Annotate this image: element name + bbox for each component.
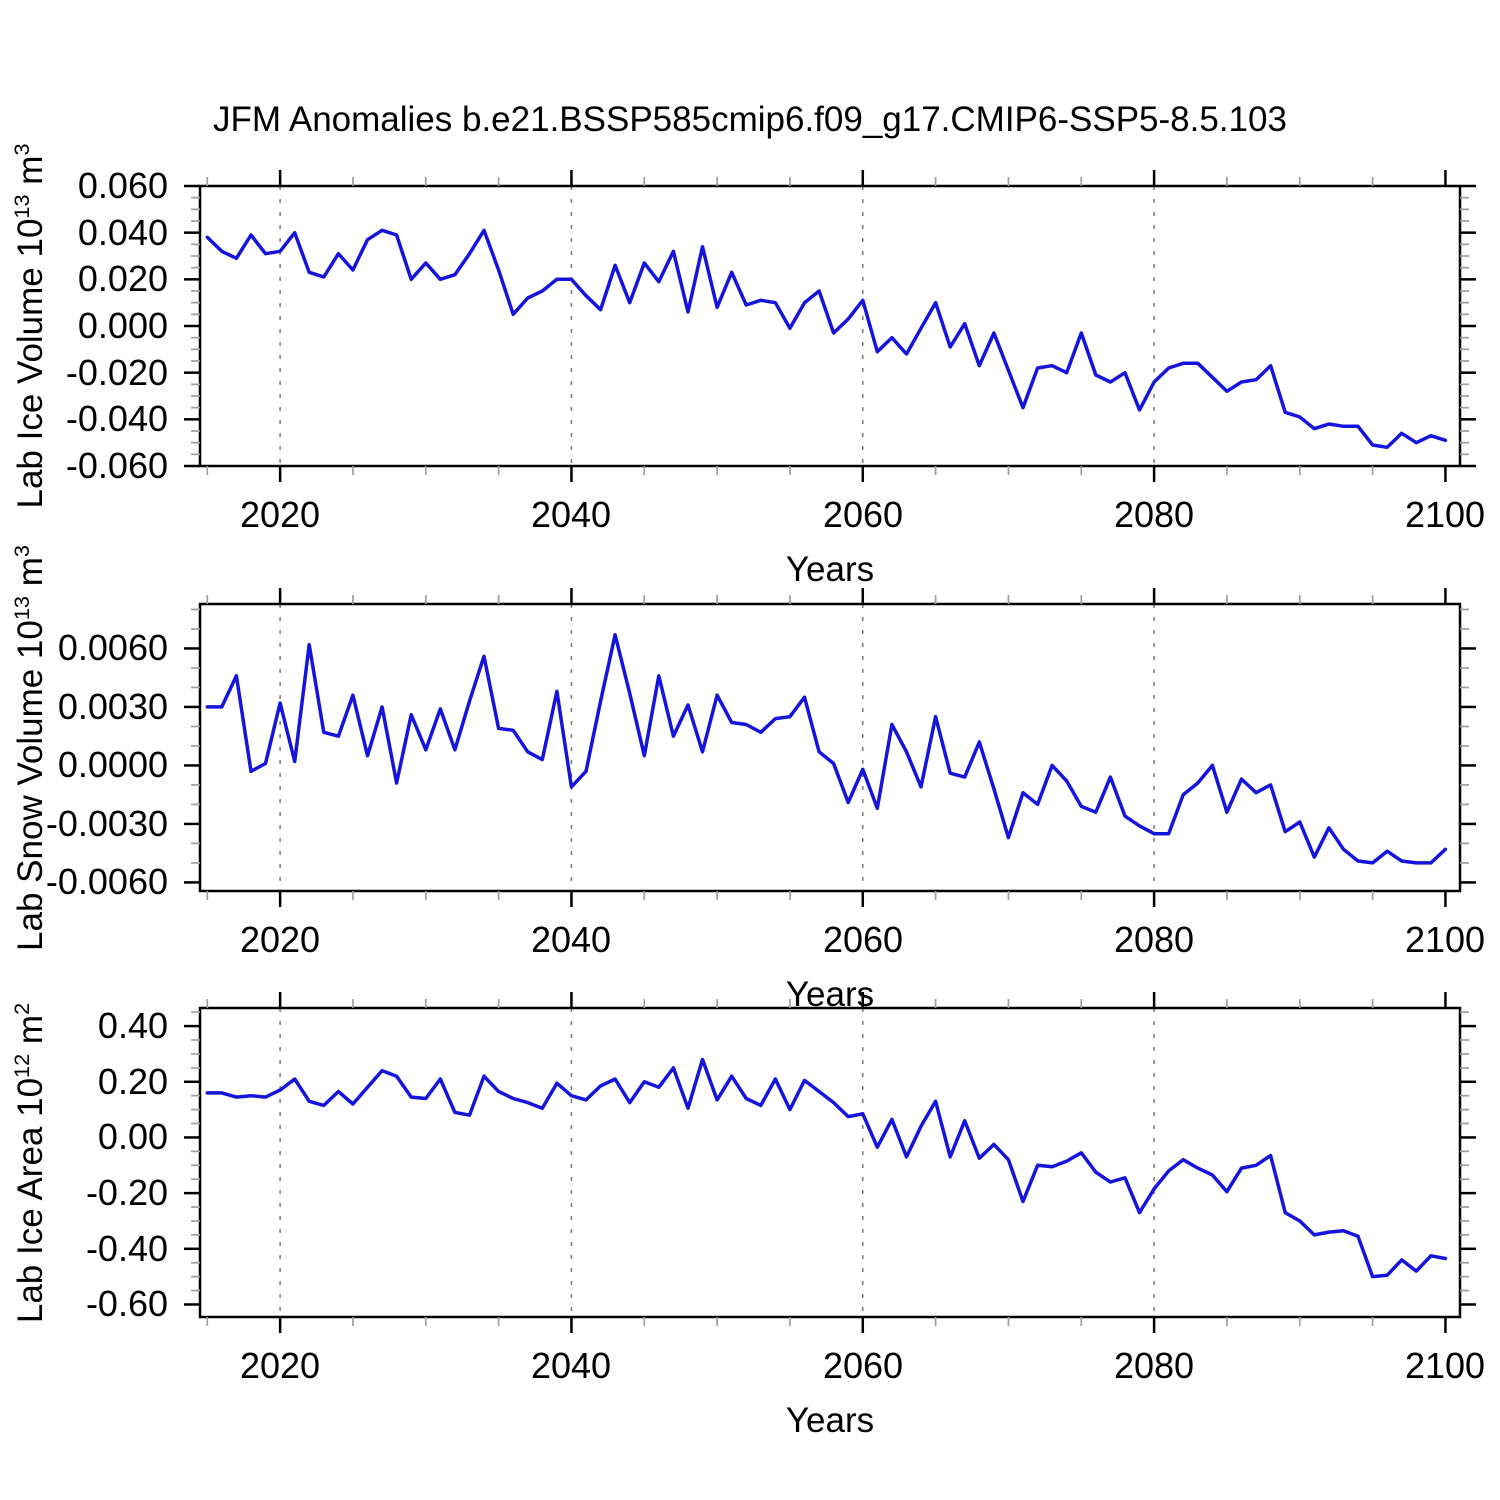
y-tick-label: 0.40 [97, 1005, 168, 1046]
y-axis-label-unit-exponent: 3 [9, 143, 35, 156]
x-tick-label: 2100 [1404, 919, 1486, 960]
x-tick-label: 2060 [822, 1345, 904, 1386]
x-tick-label: 2060 [822, 494, 904, 535]
x-tick-label: 2100 [1404, 1345, 1486, 1386]
y-tick-label: -0.0030 [45, 803, 168, 844]
y-tick-label: 0.00 [97, 1116, 168, 1157]
x-axis-label-panel3: Years [785, 1401, 875, 1440]
x-tick-label: 2040 [530, 494, 612, 535]
y-tick-label: 0.020 [77, 258, 168, 299]
y-tick-label: 0.0000 [57, 744, 168, 785]
y-tick-label: 0.040 [77, 212, 168, 253]
y-tick-label: -0.020 [65, 352, 168, 393]
x-tick-label: 2080 [1113, 494, 1195, 535]
y-tick-label: -0.60 [85, 1283, 168, 1324]
y-tick-label: -0.040 [65, 398, 168, 439]
x-tick-label: 2080 [1113, 919, 1195, 960]
y-tick-label: 0.000 [77, 305, 168, 346]
y-tick-label: -0.060 [65, 445, 168, 486]
data-line [205, 228, 1448, 450]
figure-title: JFM Anomalies b.e21.BSSP585cmip6.f09_g17… [213, 100, 1287, 139]
y-axis-label-text: Lab Snow Volume 10 [10, 620, 50, 951]
x-axis-label-panel1: Years [785, 550, 875, 589]
x-tick-label: 2040 [530, 1345, 612, 1386]
data-line [205, 1057, 1448, 1279]
panel-frame [198, 1006, 1462, 1319]
y-tick-label: 0.20 [97, 1061, 168, 1102]
y-tick-label: -0.0060 [45, 861, 168, 902]
x-tick-label: 2060 [822, 919, 904, 960]
y-axis-label-unit-exponent: 3 [9, 545, 35, 558]
x-tick-label: 2040 [530, 919, 612, 960]
y-tick-label: 0.060 [77, 165, 168, 206]
x-tick-label: 2020 [239, 1345, 321, 1386]
y-tick-label: 0.0030 [57, 686, 168, 727]
x-tick-label: 2100 [1404, 494, 1486, 535]
y-tick-label: 0.0060 [57, 627, 168, 668]
x-tick-label: 2080 [1113, 1345, 1195, 1386]
y-axis-label-unit: m [10, 557, 50, 597]
x-axis-label-panel2: Years [785, 975, 875, 1014]
y-tick-label: -0.20 [85, 1172, 168, 1213]
x-tick-label: 2020 [239, 919, 321, 960]
y-tick-label: -0.40 [85, 1228, 168, 1269]
x-tick-label: 2020 [239, 494, 321, 535]
panel-frame [198, 602, 1462, 893]
data-line [205, 633, 1448, 865]
y-axis-label-exponent: 13 [9, 596, 35, 621]
